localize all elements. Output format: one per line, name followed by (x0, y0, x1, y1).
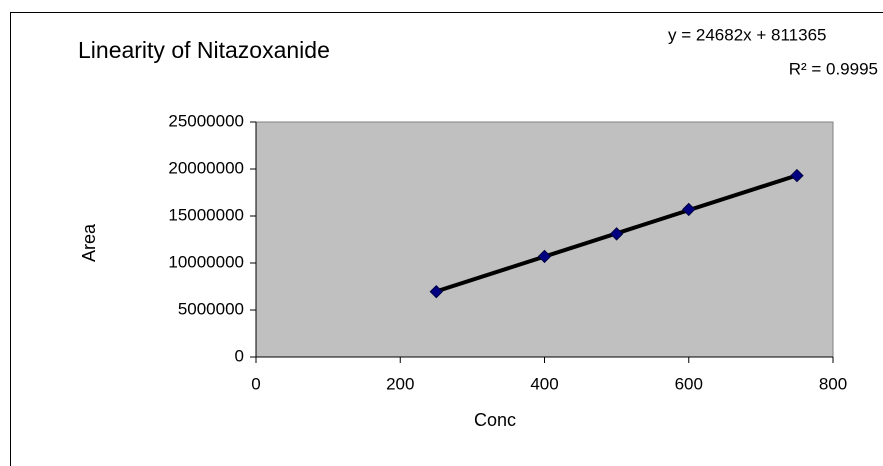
marker (429, 284, 444, 299)
x-tick-label: 200 (386, 374, 414, 393)
marker (537, 249, 552, 264)
y-tick-label: 5000000 (178, 299, 244, 318)
plot-area (255, 121, 834, 358)
marker (790, 168, 804, 183)
x-tick-label: 800 (819, 374, 847, 393)
marker (609, 227, 624, 241)
trendline-equation: y = 24682x + 811365 (668, 25, 827, 44)
y-tick-label: 10000000 (168, 252, 244, 271)
y-tick-label: 0 (235, 346, 244, 365)
x-tick-label: 400 (530, 374, 558, 393)
y-tick-label: 25000000 (168, 111, 244, 130)
x-axis-label: Conc (474, 410, 516, 430)
marker (682, 202, 696, 217)
chart-title: Linearity of Nitazoxanide (78, 37, 330, 63)
trendline-r2: R² = 0.9995 (789, 59, 878, 78)
y-axis-label: Area (79, 223, 99, 262)
y-tick-label: 15000000 (168, 205, 244, 224)
y-tick-label: 20000000 (168, 158, 244, 177)
x-tick-label: 0 (251, 374, 260, 393)
x-tick-label: 600 (675, 374, 703, 393)
